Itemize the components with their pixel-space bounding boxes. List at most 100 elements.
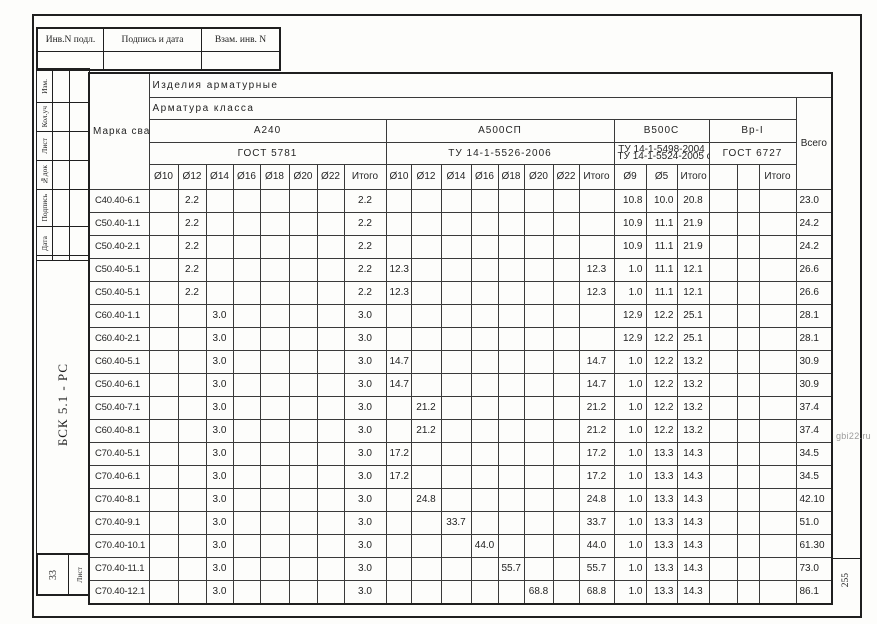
- value-cell: 2.2: [177, 234, 207, 259]
- value-cell: 34.5: [795, 464, 833, 489]
- value-cell: 13.3: [645, 556, 678, 581]
- value-cell: 12.3: [385, 280, 412, 305]
- value-cell: [288, 188, 318, 213]
- value-cell: 2.2: [343, 234, 387, 259]
- page-number-box: 255: [831, 558, 860, 601]
- value-cell: [148, 464, 179, 489]
- value-cell: 3.0: [205, 464, 234, 489]
- group-header-b500s: В500С: [613, 118, 710, 143]
- value-cell: [177, 533, 207, 558]
- value-cell: 3.0: [343, 349, 387, 374]
- table-row: С70.40-11.1 3.0 3.0 55.7 55.7 1.0 13.3 14.3 73.0: [88, 556, 833, 581]
- value-cell: [440, 441, 472, 466]
- value-cell: [177, 349, 207, 374]
- value-cell: [410, 303, 442, 328]
- value-cell: [758, 510, 797, 535]
- value-cell: [578, 211, 615, 236]
- value-cell: [736, 395, 760, 420]
- value-cell: [470, 441, 499, 466]
- value-cell: [552, 487, 580, 512]
- value-cell: 13.3: [645, 441, 678, 466]
- value-cell: [523, 510, 554, 535]
- dia-header: Ø5: [645, 163, 678, 190]
- value-cell: 3.0: [343, 395, 387, 420]
- value-cell: 1.0: [613, 372, 647, 397]
- value-cell: [578, 188, 615, 213]
- value-cell: [440, 234, 472, 259]
- value-cell: 24.8: [410, 487, 442, 512]
- value-cell: 3.0: [205, 418, 234, 443]
- value-cell: [232, 280, 261, 305]
- value-cell: [232, 349, 261, 374]
- value-cell: [259, 211, 290, 236]
- dia-header: Ø16: [232, 163, 261, 190]
- table-row: С60.40-2.1 3.0 3.0 12.9 12.2 25.1 28.1: [88, 326, 833, 351]
- mark-cell: С70.40-8.1: [88, 487, 150, 512]
- value-cell: 14.3: [676, 441, 710, 466]
- value-cell: [708, 211, 738, 236]
- value-cell: [410, 257, 442, 282]
- value-cell: 2.2: [177, 211, 207, 236]
- value-cell: [470, 257, 499, 282]
- value-cell: [440, 487, 472, 512]
- value-cell: [232, 556, 261, 581]
- value-cell: 12.2: [645, 303, 678, 328]
- mark-cell: С70.40-11.1: [88, 556, 150, 581]
- value-cell: [410, 188, 442, 213]
- value-cell: [736, 211, 760, 236]
- value-cell: 17.2: [578, 464, 615, 489]
- value-cell: 3.0: [343, 487, 387, 512]
- dia-header: Ø22: [316, 163, 345, 190]
- empty-cell: [53, 132, 70, 160]
- label-koluch: Кол.уч: [37, 103, 53, 131]
- value-cell: [232, 510, 261, 535]
- value-cell: [523, 326, 554, 351]
- value-cell: [288, 372, 318, 397]
- value-cell: [148, 349, 179, 374]
- value-cell: [316, 211, 345, 236]
- value-cell: [288, 326, 318, 351]
- value-cell: [148, 533, 179, 558]
- empty-cell: [53, 227, 70, 260]
- value-cell: [552, 349, 580, 374]
- value-cell: [708, 257, 738, 282]
- mark-cell: С70.40-12.1: [88, 579, 150, 604]
- value-cell: [552, 257, 580, 282]
- value-cell: 2.2: [343, 257, 387, 282]
- value-cell: [552, 234, 580, 259]
- value-cell: [316, 510, 345, 535]
- value-cell: [288, 303, 318, 328]
- revision-row: Подпись: [37, 190, 89, 227]
- value-cell: [316, 349, 345, 374]
- value-cell: [470, 487, 499, 512]
- stamp-empty-cell: [38, 52, 104, 69]
- value-cell: [708, 487, 738, 512]
- value-cell: [385, 303, 412, 328]
- value-cell: 1.0: [613, 464, 647, 489]
- label-list: Лист: [37, 132, 53, 160]
- value-cell: 37.4: [795, 395, 833, 420]
- value-cell: [288, 395, 318, 420]
- value-cell: [259, 464, 290, 489]
- value-cell: 14.3: [676, 510, 710, 535]
- value-cell: [232, 395, 261, 420]
- dia-header: Ø12: [410, 163, 442, 190]
- value-cell: [497, 510, 525, 535]
- value-cell: [497, 257, 525, 282]
- value-cell: 11.1: [645, 211, 678, 236]
- value-cell: [288, 349, 318, 374]
- value-cell: [736, 303, 760, 328]
- value-cell: 12.2: [645, 418, 678, 443]
- value-cell: [205, 280, 234, 305]
- mark-cell: С70.40-10.1: [88, 533, 150, 558]
- value-cell: [736, 510, 760, 535]
- value-cell: 55.7: [578, 556, 615, 581]
- table-row: С50.40-1.1 2.2 2.2 10.9 11.1 21.9 24.2: [88, 211, 833, 236]
- value-cell: [552, 556, 580, 581]
- value-cell: [736, 418, 760, 443]
- value-cell: [177, 579, 207, 604]
- value-cell: [259, 326, 290, 351]
- value-cell: [758, 211, 797, 236]
- table-row: С50.40-5.1 2.2 2.2 12.3 12.3 1.0 11.1 12.1 26.6: [88, 257, 833, 282]
- mark-cell: С40.40-6.1: [88, 188, 150, 213]
